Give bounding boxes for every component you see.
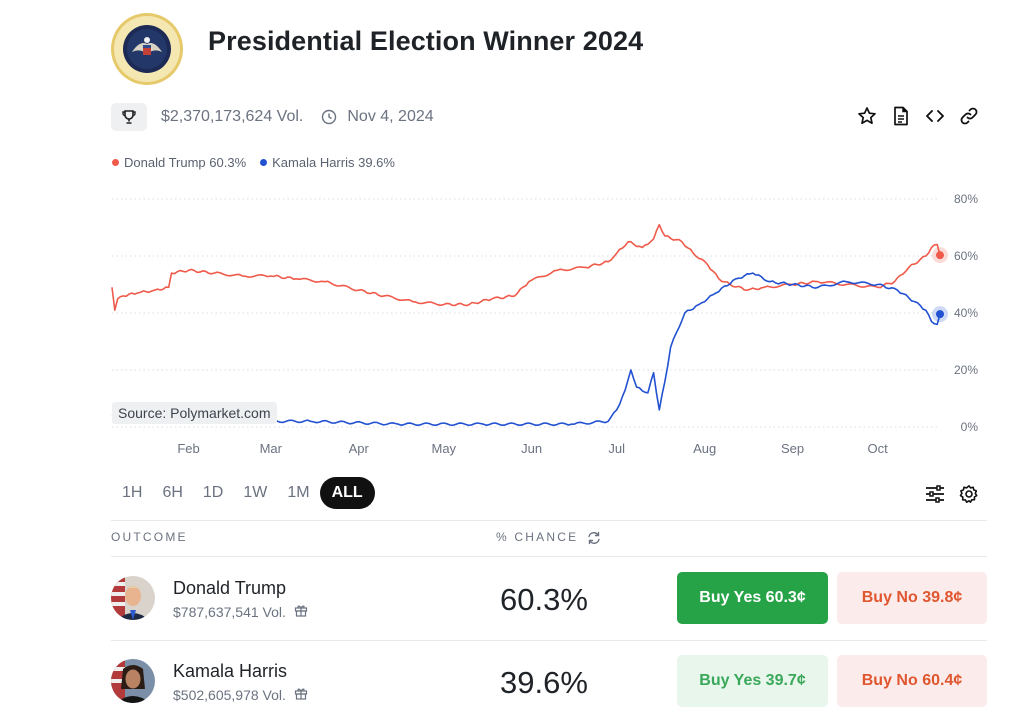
divider [111,640,987,641]
gift-icon[interactable] [294,686,308,703]
header-actions [856,104,980,128]
link-icon[interactable] [958,104,980,128]
outcome-column-header: OUTCOME [111,530,188,544]
range-button-all[interactable]: ALL [319,477,375,509]
trophy-icon[interactable] [111,103,147,131]
sliders-icon[interactable] [924,483,946,505]
code-icon[interactable] [924,104,946,128]
series-line-trump [111,223,941,311]
chance-header-label: % CHANCE [496,530,579,545]
x-tick-label: Feb [177,441,199,456]
range-button-1w[interactable]: 1W [243,484,268,501]
series-end-point [936,310,944,319]
total-volume: $2,370,173,624 Vol. [161,108,304,125]
gift-icon[interactable] [294,603,308,620]
outcome-volume: $502,605,978 Vol. [173,686,308,703]
range-button-1h[interactable]: 1H [122,484,143,501]
gear-icon[interactable] [958,483,980,505]
y-tick-label: 0% [961,420,979,434]
outcome-volume: $787,637,541 Vol. [173,603,308,620]
x-axis-ticks: Feb Mar Apr May Jun Jul Aug Sep Oct [177,441,888,456]
outcome-chance: 60.3% [500,582,588,617]
legend-item-harris: Kamala Harris 39.6% [260,155,395,170]
market-meta: $2,370,173,624 Vol. Nov 4, 2024 [111,103,434,131]
series-end-point [936,251,944,260]
x-tick-label: May [431,441,456,456]
buy-no-button[interactable]: Buy No 60.4¢ [837,655,987,707]
x-tick-label: Jun [521,441,542,456]
y-tick-label: 60% [954,249,978,263]
chart-tools [924,483,980,505]
star-icon[interactable] [856,104,878,128]
chart-end-points [932,247,948,323]
avatar-trump [111,576,155,620]
y-tick-label: 80% [954,192,978,206]
chart-grid [112,198,940,428]
buy-no-button[interactable]: Buy No 39.8¢ [837,572,987,624]
source-label: Source: Polymarket.com [112,402,277,424]
buy-yes-button[interactable]: Buy Yes 39.7¢ [677,655,828,707]
outcome-name: Donald Trump [173,578,287,598]
x-tick-label: Oct [867,441,888,456]
refresh-icon[interactable] [586,530,602,546]
x-tick-label: Mar [260,441,283,456]
end-date: Nov 4, 2024 [347,108,434,125]
legend-label: Kamala Harris 39.6% [272,155,395,170]
divider [111,520,987,521]
legend-label: Donald Trump 60.3% [124,155,247,170]
outcome-chance: 39.6% [500,665,588,700]
x-tick-label: Aug [693,441,716,456]
range-button-1d[interactable]: 1D [202,484,224,501]
outcome-volume-text: $502,605,978 Vol. [173,686,286,703]
y-tick-label: 40% [954,306,978,320]
outcome-name: Kamala Harris [173,661,288,681]
y-tick-label: 20% [954,363,978,377]
legend-item-trump: Donald Trump 60.3% [112,155,246,170]
y-axis-ticks: 0% 20% 40% 60% 80% [954,192,978,434]
presidential-seal-logo [110,12,184,86]
market-title: Presidential Election Winner 2024 [208,26,644,56]
outcome-volume-text: $787,637,541 Vol. [173,603,286,620]
document-icon[interactable] [890,104,912,128]
buy-yes-button[interactable]: Buy Yes 60.3¢ [677,572,828,624]
avatar-harris [111,659,155,703]
time-range-selector: 1H 6H 1D 1W 1M ALL [112,477,375,509]
legend-dot [112,159,119,166]
chart-legend: Donald Trump 60.3% Kamala Harris 39.6% [112,155,395,170]
x-tick-label: Apr [349,441,370,456]
divider [111,556,987,557]
clock-icon [321,109,337,125]
x-tick-label: Sep [781,441,804,456]
legend-dot [260,159,268,166]
range-button-6h[interactable]: 6H [162,484,183,501]
chance-column-header: % CHANCE [496,530,602,546]
chart-series [111,223,941,427]
x-tick-label: Jul [608,441,625,456]
range-button-1m[interactable]: 1M [287,484,310,501]
